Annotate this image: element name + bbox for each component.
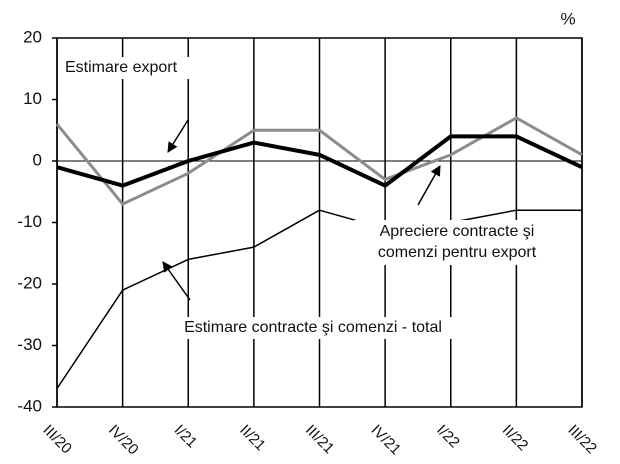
x-tick-label: III/21 <box>302 422 338 458</box>
y-tick-label: -40 <box>17 396 42 415</box>
x-tick-label: III/20 <box>39 422 75 458</box>
annotation-arrow <box>167 119 189 153</box>
annotation: comenzi pentru export <box>378 244 537 261</box>
y-tick-label: 20 <box>23 27 42 46</box>
x-tick-label: I/22 <box>433 422 463 452</box>
y-tick-label: 0 <box>33 150 42 169</box>
x-tick-label: II/22 <box>499 422 532 455</box>
x-tick-label: IV/21 <box>367 422 404 459</box>
y-tick-label: 10 <box>23 89 42 108</box>
annotation: Estimare contracte şi comenzi - total <box>184 319 442 336</box>
x-tick-label: II/21 <box>236 422 269 455</box>
annotation-bg <box>62 57 220 79</box>
series-line <box>55 116 583 206</box>
plot-frame <box>56 37 583 408</box>
x-tick-label: IV/20 <box>105 422 142 459</box>
series-line <box>56 134 583 188</box>
annotation: Apreciere contracte şi <box>380 223 535 240</box>
x-tick-label: III/22 <box>564 422 600 458</box>
annotation-arrow <box>417 165 441 206</box>
y-tick-label: -30 <box>17 335 42 354</box>
x-tick-label: I/21 <box>171 422 201 452</box>
y-tick-label: -10 <box>17 212 42 231</box>
series-line <box>56 209 582 389</box>
unit-label: % <box>560 9 575 28</box>
annotation-bg <box>354 220 560 265</box>
annotation-bg <box>143 317 485 339</box>
y-tick-label: -20 <box>17 273 42 292</box>
annotation: Estimare export <box>65 59 178 76</box>
annotation-arrow <box>162 261 191 301</box>
